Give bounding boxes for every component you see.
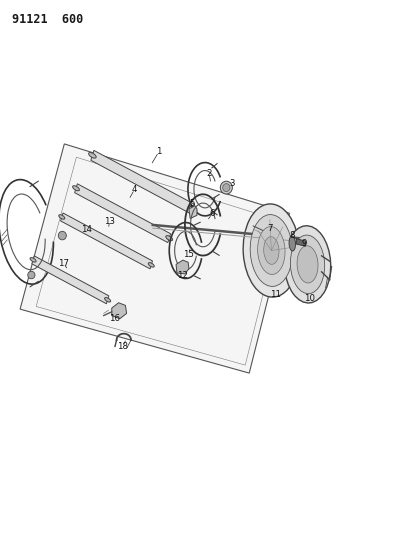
Polygon shape	[61, 213, 152, 269]
Text: 13: 13	[103, 217, 115, 225]
Ellipse shape	[288, 236, 295, 251]
Ellipse shape	[148, 263, 154, 267]
Text: 15: 15	[182, 250, 193, 259]
Ellipse shape	[165, 236, 172, 241]
Ellipse shape	[222, 183, 229, 191]
Polygon shape	[188, 206, 196, 219]
Ellipse shape	[73, 185, 79, 191]
Text: 6: 6	[209, 209, 215, 217]
Text: 91121  600: 91121 600	[12, 13, 83, 26]
Text: 17: 17	[58, 259, 69, 268]
Text: 18: 18	[117, 342, 128, 351]
Polygon shape	[91, 150, 194, 214]
Text: 7: 7	[267, 224, 272, 232]
Ellipse shape	[28, 271, 35, 279]
Ellipse shape	[189, 206, 196, 212]
Ellipse shape	[249, 215, 292, 286]
Ellipse shape	[59, 215, 65, 219]
Ellipse shape	[284, 226, 330, 303]
Ellipse shape	[296, 246, 317, 283]
Polygon shape	[176, 260, 188, 274]
Ellipse shape	[30, 257, 36, 262]
Ellipse shape	[290, 235, 324, 294]
Text: 5: 5	[188, 199, 194, 208]
Polygon shape	[32, 256, 109, 304]
Text: 3: 3	[229, 180, 235, 188]
Ellipse shape	[257, 227, 284, 274]
Ellipse shape	[58, 231, 66, 240]
Ellipse shape	[220, 181, 232, 194]
Text: 2: 2	[206, 169, 211, 177]
Text: 12: 12	[177, 271, 188, 279]
Polygon shape	[75, 184, 170, 243]
Text: 8: 8	[288, 231, 294, 240]
Ellipse shape	[88, 152, 96, 158]
Polygon shape	[111, 303, 126, 319]
Text: 9: 9	[300, 239, 306, 248]
Ellipse shape	[263, 237, 278, 264]
Ellipse shape	[243, 204, 299, 297]
Text: 11: 11	[269, 290, 280, 298]
Polygon shape	[296, 239, 305, 246]
Polygon shape	[20, 144, 289, 373]
Text: 14: 14	[81, 225, 92, 233]
Text: 10: 10	[303, 294, 314, 303]
Ellipse shape	[104, 297, 110, 302]
Text: 16: 16	[109, 314, 120, 322]
Text: 1: 1	[156, 148, 161, 156]
Text: 4: 4	[132, 185, 137, 193]
